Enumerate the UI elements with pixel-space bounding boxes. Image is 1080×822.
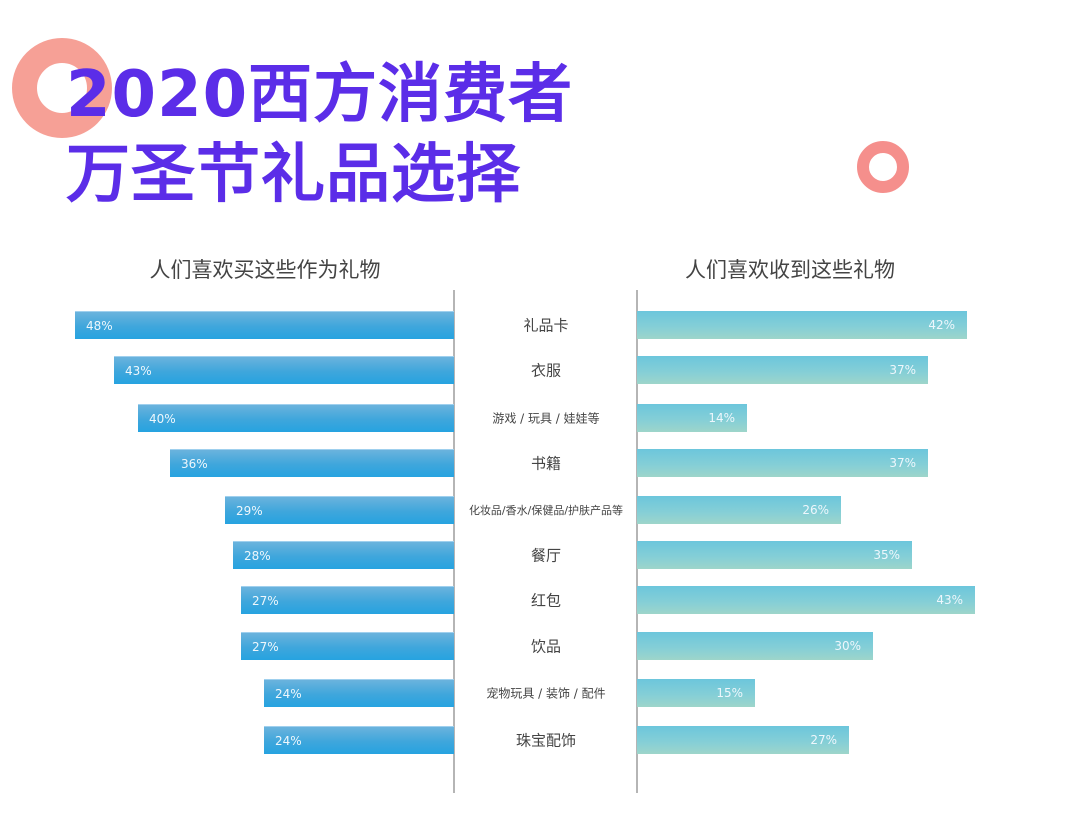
buy-bar-value: 29% [236,503,263,518]
buy-bar: 24% [264,679,454,707]
buy-bar-value: 40% [149,411,176,426]
category-label: 书籍 [530,454,561,473]
receive-bar-value: 26% [802,503,829,517]
receive-bar-value: 15% [716,686,743,700]
receive-bar: 15% [637,679,755,707]
buy-bar-value: 28% [244,548,271,563]
receive-bar: 43% [637,586,975,614]
buy-bar: 27% [241,632,454,660]
receive-bar: 27% [637,726,849,754]
buy-bar: 40% [138,404,454,432]
buy-bar: 24% [264,726,454,754]
buy-panel-title: 人们喜欢买这些作为礼物 [149,258,381,282]
receive-bar-value: 35% [873,548,900,562]
decorative-ring-small [857,141,909,193]
receive-bar-value: 42% [928,318,955,332]
category-label: 珠宝配饰 [515,731,576,750]
buy-bar-value: 36% [181,456,208,471]
buy-bar-value: 24% [275,733,302,748]
buy-bar: 36% [170,449,454,477]
receive-bar-value: 27% [810,733,837,747]
receive-bar: 30% [637,632,873,660]
buy-bar: 43% [114,356,454,384]
title-line-2: 万圣节礼品选择 [66,138,521,212]
buy-bar-value: 27% [252,639,279,654]
category-label: 红包 [530,591,561,610]
receive-bar: 42% [637,311,967,339]
receive-bar-value: 37% [889,363,916,377]
category-label: 饮品 [530,637,561,656]
title-line-1: 2020西方消费者 [66,58,574,132]
buy-bar-value: 48% [86,318,113,333]
receive-bar: 35% [637,541,912,569]
receive-bar-value: 14% [708,411,735,425]
buy-bar: 27% [241,586,454,614]
receive-bar-value: 30% [834,639,861,653]
category-label: 衣服 [530,361,561,380]
category-label: 宠物玩具 / 装饰 / 配件 [486,686,606,701]
receive-bar-value: 43% [936,593,963,607]
buy-bar-value: 24% [275,686,302,701]
receive-bar: 26% [637,496,841,524]
category-label: 餐厅 [530,546,561,565]
buy-bar-value: 43% [125,363,152,378]
buy-bar-value: 27% [252,593,279,608]
page-title: 2020西方消费者 万圣节礼品选择 [66,55,573,215]
category-label: 化妆品/香水/保健品/护肤产品等 [468,504,624,517]
left-axis-line [453,290,455,793]
receive-bar: 37% [637,356,928,384]
buy-bar: 48% [75,311,454,339]
receive-bar: 37% [637,449,928,477]
receive-bar: 14% [637,404,747,432]
category-label: 游戏 / 玩具 / 娃娃等 [492,411,600,426]
buy-bar: 28% [233,541,454,569]
receive-panel-title: 人们喜欢收到这些礼物 [685,258,895,282]
category-label: 礼品卡 [523,316,569,335]
receive-bar-value: 37% [889,456,916,470]
buy-bar: 29% [225,496,454,524]
